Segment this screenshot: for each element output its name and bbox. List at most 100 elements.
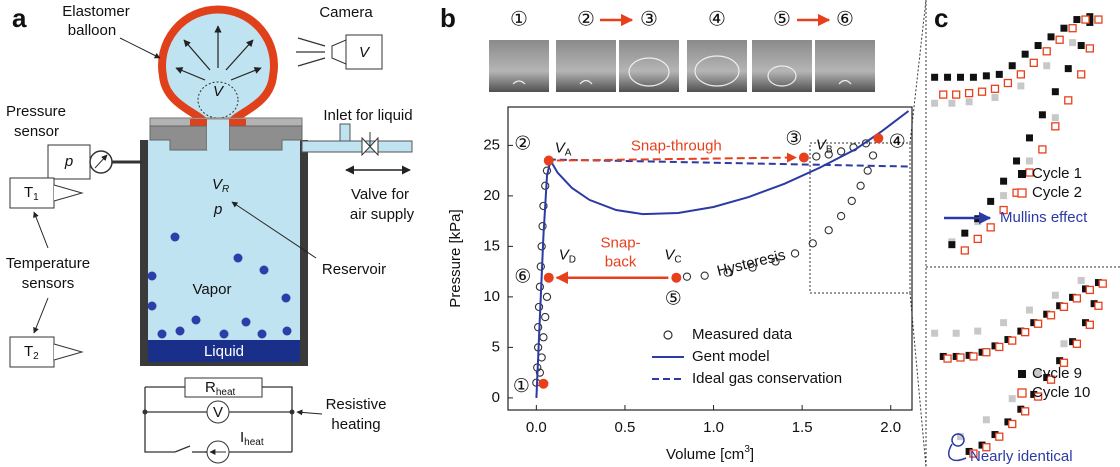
text-part: A: [565, 147, 572, 158]
data-point: [1030, 319, 1038, 327]
x-axis-label: Volume [cm3]: [666, 444, 754, 463]
legend-label: Cycle 9: [1032, 365, 1082, 382]
reservoir-label: Reservoir: [322, 261, 386, 278]
data-point: [990, 84, 1000, 93]
state-label: ⑤: [665, 289, 682, 310]
panel-label: b: [440, 3, 456, 33]
data-point: [535, 282, 545, 291]
reservoir-pressure: p: [213, 201, 222, 218]
data-point: [1082, 285, 1090, 293]
data-point: [965, 351, 973, 359]
data-point: [1094, 301, 1103, 310]
data-point: [1016, 70, 1025, 79]
data-point: [987, 197, 995, 205]
inlet-pipe: [339, 123, 351, 143]
data-point: [1069, 338, 1077, 346]
x-tick-label: 1.0: [703, 419, 724, 436]
data-point: [1034, 42, 1042, 50]
data-point: [1086, 18, 1094, 26]
data-point: [1069, 39, 1077, 47]
data-point: [1033, 319, 1043, 328]
text-part: V: [816, 136, 828, 153]
t1-probe: [53, 184, 84, 202]
data-point: [1021, 407, 1030, 416]
annotation: Nearly identical: [970, 448, 1073, 465]
data-point: [808, 239, 817, 248]
panel-b: b: [440, 0, 927, 467]
current-label: Iheat: [240, 429, 264, 448]
data-point: [847, 196, 856, 206]
text-part: ]: [750, 446, 754, 463]
pointer: [33, 297, 49, 334]
data-point: [1064, 65, 1072, 73]
data-point: [1064, 96, 1073, 105]
sensor-symbol: p: [64, 153, 73, 170]
annotation: Mullins effect: [1000, 209, 1088, 226]
camera-lens: [331, 39, 347, 65]
sensor-label: Pressure: [6, 103, 66, 120]
data-point: [1000, 192, 1008, 200]
data-point: [974, 327, 982, 335]
t2-label: T2: [24, 343, 39, 362]
key-point: [543, 272, 554, 283]
photo-label: ③: [640, 8, 658, 30]
flange: [190, 119, 207, 126]
text-part: 3: [744, 444, 750, 455]
legend-marker: [1017, 388, 1027, 398]
t2-probe: [53, 343, 84, 361]
legend-marker: [1018, 370, 1026, 378]
y-tick-label: 20: [483, 187, 500, 204]
balloon-volume: V: [213, 83, 225, 100]
data-point: [1085, 285, 1094, 295]
data-point: [1073, 16, 1081, 24]
y-tick-label: 0: [492, 389, 500, 406]
vapor-molecules: [147, 232, 292, 339]
text-part: V: [555, 139, 567, 156]
data-point: [948, 99, 956, 107]
camera-rays: [296, 37, 326, 67]
data-point: [1034, 369, 1042, 377]
panel-label: a: [12, 3, 27, 33]
data-point: [1021, 50, 1029, 58]
annotation: Snap-through: [631, 137, 722, 154]
data-point: [1072, 294, 1082, 303]
annotation: VC: [664, 247, 681, 266]
data-point: [863, 166, 872, 175]
pointer: [119, 37, 161, 59]
photo-label: ⑥: [836, 8, 854, 30]
data-point: [1025, 134, 1033, 142]
data-point: [1056, 357, 1064, 365]
state-label: ③: [785, 129, 802, 150]
data-point: [538, 222, 547, 231]
data-point: [1060, 340, 1068, 348]
data-point: [1094, 15, 1103, 24]
data-point: [1033, 392, 1043, 401]
data-point: [1051, 114, 1059, 122]
photo-label: ②: [577, 8, 595, 30]
data-point: [1046, 311, 1056, 320]
data-point: [824, 150, 833, 159]
data-point: [1038, 145, 1047, 154]
data-point: [982, 443, 991, 452]
data-point: [965, 98, 973, 106]
data-point: [944, 73, 952, 81]
state-label: ②: [514, 134, 531, 155]
data-point: [1043, 62, 1051, 70]
data-point: [812, 152, 821, 161]
data-point: [995, 70, 1003, 78]
panel-c: [925, 0, 1120, 467]
camera-label: Camera: [319, 4, 373, 21]
data-point: [978, 348, 986, 356]
data-point: [1055, 35, 1064, 44]
data-point: [1059, 358, 1069, 367]
data-point: [1000, 177, 1008, 185]
data-point: [969, 449, 978, 458]
label-background: [928, 3, 956, 35]
data-point: [1085, 320, 1094, 329]
expansion-arrows: [175, 25, 262, 81]
data-point: [539, 333, 548, 342]
resistor: [184, 377, 263, 398]
pointer: [948, 443, 967, 462]
key-point: [543, 155, 554, 166]
pointer: [296, 409, 323, 416]
